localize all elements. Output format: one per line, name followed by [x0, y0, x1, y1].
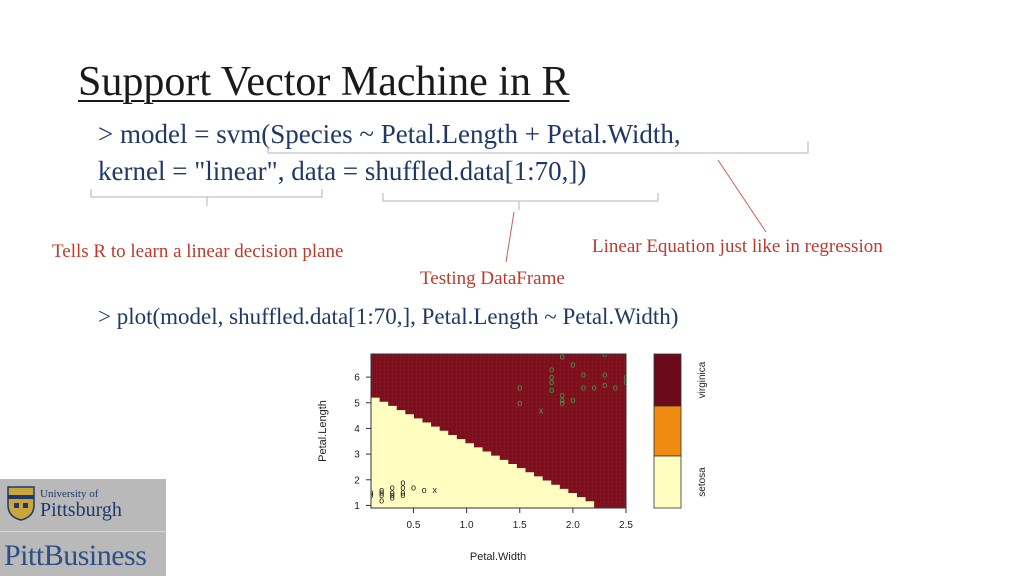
virginica-point: o — [581, 382, 586, 392]
virginica-point: o — [517, 398, 522, 408]
x-tick-label: 2.5 — [619, 520, 633, 531]
slide-title: Support Vector Machine in R — [78, 59, 570, 105]
legend-swatch-setosa — [653, 455, 682, 509]
virginica-point: o — [592, 382, 597, 392]
virginica-point: o — [602, 380, 607, 390]
setosa-point: o — [400, 482, 405, 492]
virginica-point: o — [623, 372, 628, 382]
pointer-testing — [505, 211, 515, 263]
virginica-point: o — [613, 382, 618, 392]
y-tick-label: 4 — [354, 424, 360, 435]
virginica-point: o — [623, 377, 628, 387]
x-tick-label: 2.0 — [566, 520, 580, 531]
setosa-point: o — [379, 485, 384, 495]
setosa-point: o — [390, 488, 395, 498]
virginica-point: o — [560, 352, 565, 362]
y-tick-label: 6 — [354, 373, 360, 384]
annotation-brackets — [90, 141, 809, 263]
virginica-point: o — [570, 359, 575, 369]
virginica-point: o — [517, 382, 522, 392]
y-tick-label: 1 — [354, 501, 360, 512]
virginica-point: o — [560, 390, 565, 400]
bracket-linear-equation — [267, 141, 809, 154]
setosa-point: o — [390, 493, 395, 503]
setosa-point: o — [368, 490, 373, 500]
setosa-point: o — [390, 490, 395, 500]
setosa-point: o — [379, 488, 384, 498]
y-tick-label: 5 — [354, 398, 360, 409]
legend-swatch-middle — [653, 405, 682, 457]
setosa-point: o — [422, 485, 427, 495]
setosa-point: x — [433, 485, 438, 495]
logo-university-of: University of — [40, 488, 99, 500]
bracket-data — [382, 193, 659, 210]
setosa-point: o — [390, 482, 395, 492]
code-line-plot: > plot(model, shuffled.data[1:70,], Peta… — [98, 304, 679, 329]
legend-label-virginica: virginica — [697, 361, 708, 398]
code-line-model: > model = svm(Species ~ Petal.Length + P… — [98, 119, 681, 149]
bracket-kernel — [90, 189, 323, 206]
logo-pittsburgh: Pittsburgh — [40, 499, 122, 521]
x-tick-label: 0.5 — [407, 520, 421, 531]
setosa-point: o — [368, 488, 373, 498]
region-setosa — [371, 397, 595, 508]
virginica-point: o — [581, 370, 586, 380]
setosa-point: o — [379, 495, 384, 505]
virginica-point: o — [560, 398, 565, 408]
logo-divider — [0, 531, 166, 532]
pointer-linear-equation — [717, 159, 767, 233]
y-tick-label: 2 — [354, 475, 360, 486]
x-axis-label: Petal.Width — [470, 551, 526, 563]
virginica-point: o — [602, 370, 607, 380]
setosa-point: o — [400, 477, 405, 487]
setosa-point: o — [379, 490, 384, 500]
setosa-point: o — [411, 482, 416, 492]
setosa-point: o — [400, 488, 405, 498]
shield-icon — [7, 486, 35, 521]
code-line-kernel: kernel = "linear", data = shuffled.data[… — [98, 156, 587, 186]
virginica-point: o — [602, 349, 607, 359]
annotation-testing-dataframe: Testing DataFrame — [420, 268, 565, 289]
y-tick-label: 3 — [354, 450, 360, 461]
logo-pitt-business: PittBusiness — [4, 539, 147, 572]
virginica-point: o — [549, 377, 554, 387]
virginica-point: o — [549, 385, 554, 395]
annotation-linear-equation: Linear Equation just like in regression — [592, 236, 883, 257]
legend-label-setosa: setosa — [697, 467, 708, 497]
annotation-linear-kernel: Tells R to learn a linear decision plane — [52, 241, 344, 262]
legend-swatch-virginica — [653, 353, 682, 407]
y-axis-label: Petal.Length — [317, 400, 329, 462]
legend: virginica setosa — [653, 353, 708, 509]
virginica-point: o — [549, 364, 554, 374]
virginica-point: o — [549, 372, 554, 382]
virginica-point: o — [570, 395, 575, 405]
x-tick-label: 1.0 — [460, 520, 474, 531]
virginica-point: x — [539, 405, 544, 415]
virginica-point: o — [560, 395, 565, 405]
setosa-point: o — [400, 490, 405, 500]
plot-frame — [370, 353, 627, 509]
university-logo: University of Pittsburgh PittBusiness — [0, 479, 166, 576]
x-tick-label: 1.5 — [513, 520, 527, 531]
